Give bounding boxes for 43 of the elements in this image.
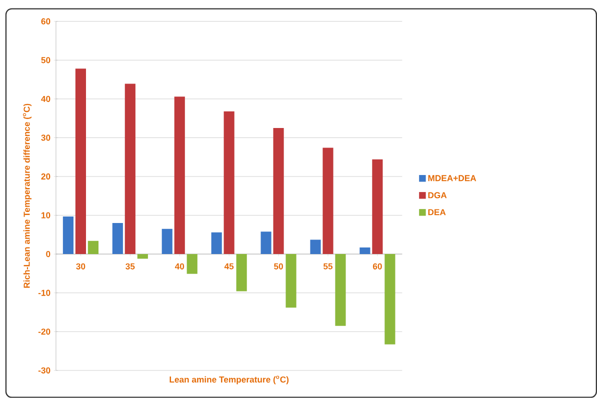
x-axis-title: Lean amine Temperature ($^{o}$C) [170, 376, 289, 384]
bar [260, 232, 272, 254]
x-tick-label: 50 [274, 263, 283, 270]
y-tick-label: 30 [41, 134, 50, 141]
y-tick-label: 50 [41, 57, 50, 64]
y-tick-label: 0 [46, 251, 50, 258]
bar [162, 228, 172, 254]
bar [62, 216, 74, 254]
y-tick-label: 40 [41, 96, 50, 102]
bar [124, 84, 136, 254]
legend-label: DEA [428, 209, 446, 216]
bar [335, 254, 346, 326]
bar [186, 254, 198, 274]
legend-label: DGA [428, 192, 447, 198]
x-tick-label: 55 [323, 263, 333, 270]
bar [322, 148, 334, 254]
x-tick-label: 30 [76, 263, 86, 270]
bar [224, 111, 234, 254]
bar [112, 223, 123, 254]
y-tick-label: -30 [38, 367, 50, 374]
x-tick-label: 40 [174, 263, 184, 270]
y-tick-label: -10 [38, 290, 50, 296]
bar [75, 68, 86, 254]
bar [310, 240, 321, 254]
bar [384, 254, 396, 344]
bar [360, 248, 370, 254]
bar [236, 254, 247, 292]
bar [211, 232, 222, 254]
bar [286, 254, 296, 308]
legend-label: MDEA+DEA [428, 175, 476, 182]
bar [372, 159, 383, 254]
y-tick-label: 60 [41, 18, 50, 24]
y-tick-label: -20 [38, 328, 50, 335]
bar [137, 254, 148, 259]
y-tick-label: 20 [41, 173, 50, 180]
x-tick-label: 35 [126, 263, 135, 270]
y-axis-title: Rich-Lean amine Temperature difference ($^{o}$C) [22, 104, 32, 288]
x-tick-label: 45 [224, 263, 234, 270]
x-tick-label: 60 [372, 263, 382, 270]
bar [273, 128, 284, 254]
y-tick-label: 10 [41, 212, 50, 218]
bar [174, 96, 185, 254]
bar [88, 240, 98, 254]
